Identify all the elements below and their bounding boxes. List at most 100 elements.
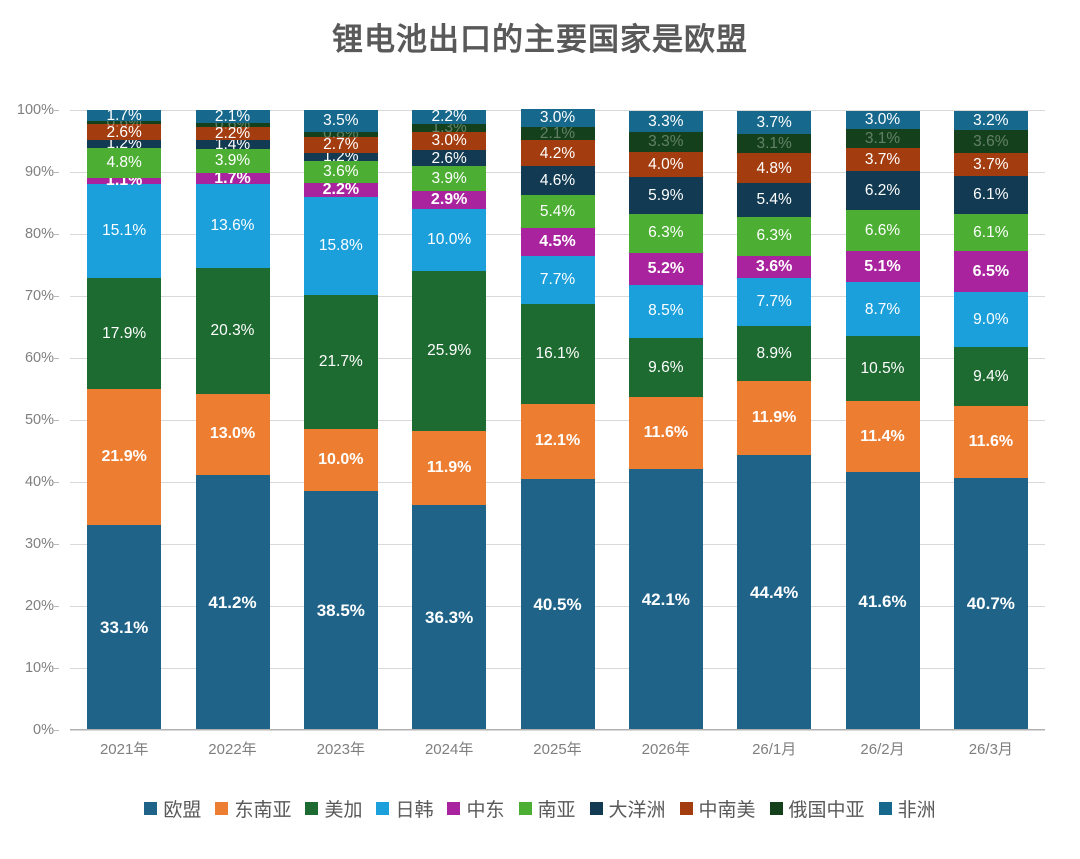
bar-segment[interactable]: 3.5% bbox=[303, 110, 378, 132]
bar-segment[interactable]: 8.7% bbox=[845, 282, 920, 337]
bar-segment[interactable]: 13.6% bbox=[195, 183, 270, 269]
bar-group[interactable]: 33.1% 21.9% 17.9% 15.1% 1.1% 4.8% 1.2% 2.6% 0.6%… bbox=[87, 108, 162, 730]
bar-segment[interactable]: 2.2% bbox=[303, 182, 378, 198]
bar-segment[interactable]: 15.8% bbox=[303, 196, 378, 295]
bar-segment[interactable]: 10.5% bbox=[845, 336, 920, 402]
bar-segment[interactable]: 38.5% bbox=[303, 491, 378, 730]
bar-segment[interactable]: 3.0% bbox=[520, 108, 595, 128]
bar-segment[interactable]: 3.7% bbox=[845, 148, 920, 172]
bar-segment[interactable]: 3.9% bbox=[412, 166, 487, 191]
bar-segment[interactable]: 1.4% bbox=[195, 137, 270, 152]
bar-segment[interactable]: 7.7% bbox=[737, 278, 812, 326]
bar-segment[interactable]: 25.9% bbox=[412, 270, 487, 432]
bar-group[interactable]: 41.6% 11.4% 10.5% 8.7% 5.1% 6.6% 6.2% 3.7% 3.1% 3… bbox=[845, 110, 920, 730]
bar-segment[interactable]: 11.4% bbox=[845, 401, 920, 473]
bar-segment[interactable]: 4.0% bbox=[628, 152, 703, 177]
legend-item[interactable]: 东南亚 bbox=[215, 795, 291, 822]
bar-segment[interactable]: 5.9% bbox=[628, 176, 703, 214]
bar-segment[interactable]: 10.0% bbox=[412, 208, 487, 271]
bar-segment[interactable]: 5.4% bbox=[737, 183, 812, 217]
bar-segment[interactable]: 21.7% bbox=[303, 294, 378, 430]
bar-segment[interactable]: 20.3% bbox=[195, 268, 270, 394]
bar-segment[interactable]: 3.1% bbox=[737, 134, 812, 154]
bar-segment[interactable]: 1.2% bbox=[303, 149, 378, 164]
bar-segment[interactable]: 6.2% bbox=[845, 171, 920, 210]
bar-group[interactable]: 40.5% 12.1% 16.1% 7.7% 4.5% 5.4% 4.6% 4.2% 2.1% 3… bbox=[520, 108, 595, 730]
bar-segment[interactable]: 4.8% bbox=[737, 153, 812, 184]
bar-segment[interactable]: 6.1% bbox=[953, 213, 1028, 252]
bar-segment[interactable]: 2.2% bbox=[412, 109, 487, 124]
legend-item[interactable]: 日韩 bbox=[376, 795, 433, 822]
bar-segment[interactable]: 3.3% bbox=[628, 111, 703, 132]
legend-item[interactable]: 俄国中亚 bbox=[769, 795, 865, 822]
bar-segment[interactable]: 4.8% bbox=[87, 147, 162, 178]
bar-segment[interactable]: 15.1% bbox=[87, 184, 162, 279]
bar-segment[interactable]: 41.2% bbox=[195, 474, 270, 730]
bar-segment[interactable]: 1.7% bbox=[195, 170, 270, 186]
legend-item[interactable]: 大洋洲 bbox=[589, 795, 666, 822]
bar-segment[interactable]: 4.2% bbox=[520, 140, 595, 167]
bar-segment[interactable]: 5.1% bbox=[845, 250, 920, 283]
bar-segment[interactable]: 12.1% bbox=[520, 403, 595, 479]
bar-segment[interactable]: 11.6% bbox=[628, 397, 703, 469]
bar-segment[interactable]: 3.6% bbox=[303, 160, 378, 184]
bar-segment[interactable]: 1.7% bbox=[87, 108, 162, 123]
bar-segment[interactable]: 2.6% bbox=[87, 124, 162, 141]
bar-segment[interactable]: 2.2% bbox=[195, 126, 270, 141]
bar-segment[interactable]: 8.5% bbox=[628, 284, 703, 338]
bar-segment[interactable]: 3.9% bbox=[195, 149, 270, 174]
bar-segment[interactable]: 2.7% bbox=[303, 136, 378, 154]
bar-segment[interactable]: 11.6% bbox=[953, 405, 1028, 478]
bar-segment[interactable]: 3.7% bbox=[737, 111, 812, 135]
bar-segment[interactable]: 3.6% bbox=[953, 130, 1028, 153]
bar-segment[interactable]: 44.4% bbox=[737, 454, 812, 730]
bar-segment[interactable]: 11.9% bbox=[737, 380, 812, 455]
bar-segment[interactable]: 6.3% bbox=[737, 216, 812, 256]
bar-segment[interactable]: 2.1% bbox=[195, 109, 270, 124]
bar-segment[interactable]: 0.8% bbox=[303, 126, 378, 141]
bar-segment[interactable]: 3.2% bbox=[953, 110, 1028, 131]
bar-group[interactable]: 42.1% 11.6% 9.6% 8.5% 5.2% 6.3% 5.9% 4.0% 3.3% 3.… bbox=[628, 110, 703, 730]
bar-segment[interactable]: 2.6% bbox=[412, 150, 487, 167]
bar-segment[interactable]: 3.6% bbox=[737, 255, 812, 279]
bar-segment[interactable]: 1.1% bbox=[87, 173, 162, 189]
bar-segment[interactable]: 3.3% bbox=[628, 131, 703, 153]
bar-segment[interactable]: 1.3% bbox=[412, 120, 487, 135]
legend-item[interactable]: 南亚 bbox=[518, 795, 576, 822]
bar-segment[interactable]: 36.3% bbox=[412, 504, 487, 730]
bar-segment[interactable]: 40.5% bbox=[520, 478, 595, 730]
bar-segment[interactable]: 9.0% bbox=[953, 291, 1028, 348]
bar-segment[interactable]: 41.6% bbox=[845, 472, 920, 730]
bar-group[interactable]: 36.3% 11.9% 25.9% 10.0% 2.9% 3.9% 2.6% 3.0% 1.3%… bbox=[412, 109, 487, 730]
bar-segment[interactable]: 3.1% bbox=[845, 129, 920, 149]
bar-segment[interactable]: 3.7% bbox=[953, 152, 1028, 176]
bar-segment[interactable]: 10.0% bbox=[303, 429, 378, 492]
bar-segment[interactable]: 6.5% bbox=[953, 251, 1028, 292]
bar-segment[interactable]: 9.6% bbox=[628, 337, 703, 398]
bar-segment[interactable]: 16.1% bbox=[520, 304, 595, 404]
legend-item[interactable]: 欧盟 bbox=[144, 795, 201, 822]
bar-segment[interactable]: 2.9% bbox=[412, 190, 487, 209]
bar-segment[interactable]: 6.6% bbox=[845, 209, 920, 251]
bar-segment[interactable]: 8.9% bbox=[737, 325, 812, 381]
bar-group[interactable]: 41.2% 13.0% 20.3% 13.6% 1.7% 3.9% 1.4% 2.2% 0.6%… bbox=[195, 109, 270, 730]
bar-segment[interactable]: 5.4% bbox=[520, 194, 595, 229]
bar-segment[interactable]: 42.1% bbox=[628, 468, 703, 730]
bar-segment[interactable]: 33.1% bbox=[87, 524, 162, 730]
bar-group[interactable]: 44.4% 11.9% 8.9% 7.7% 3.6% 6.3% 5.4% 4.8% 3.1% 3.… bbox=[737, 110, 812, 730]
legend-item[interactable]: 美加 bbox=[305, 795, 362, 822]
bar-group[interactable]: 40.7% 11.6% 9.4% 9.0% 6.5% 6.1% 6.1% 3.7% 3.6% 3.… bbox=[953, 110, 1028, 730]
bar-group[interactable]: 38.5% 10.0% 21.7% 15.8% 2.2% 3.6% 1.2% 2.7% 0.8%… bbox=[303, 110, 378, 730]
bar-segment[interactable]: 13.0% bbox=[195, 393, 270, 475]
bar-segment[interactable]: 3.0% bbox=[845, 110, 920, 130]
bar-segment[interactable]: 4.6% bbox=[520, 166, 595, 195]
bar-segment[interactable]: 6.1% bbox=[953, 175, 1028, 214]
bar-segment[interactable]: 7.7% bbox=[520, 256, 595, 305]
bar-segment[interactable]: 4.5% bbox=[520, 228, 595, 257]
bar-segment[interactable]: 40.7% bbox=[953, 477, 1028, 730]
bar-segment[interactable]: 1.2% bbox=[87, 136, 162, 151]
bar-segment[interactable]: 6.3% bbox=[628, 213, 703, 253]
bar-segment[interactable]: 5.2% bbox=[628, 252, 703, 285]
bar-segment[interactable]: 9.4% bbox=[953, 347, 1028, 406]
bar-segment[interactable]: 2.1% bbox=[520, 126, 595, 141]
